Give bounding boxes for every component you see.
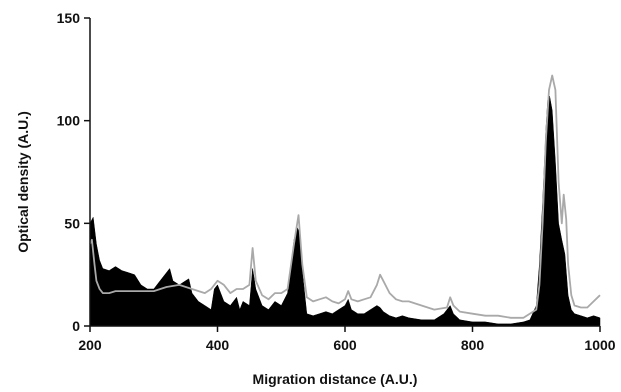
y-tick-label-150: 150 [57,10,81,26]
plot-area [89,74,601,327]
y-tick-label-0: 0 [72,318,80,334]
y-tick-label-100: 100 [57,113,81,129]
x-tick-label-400: 400 [206,337,230,353]
y-axis-ticks: 0 50 100 150 [57,10,90,334]
x-axis-ticks: 200 400 600 800 1000 [78,326,616,353]
series-2-line [89,74,601,319]
x-axis-title: Migration distance (A.U.) [253,371,418,387]
x-tick-label-200: 200 [78,337,102,353]
series-1-area [89,95,601,327]
x-tick-label-1000: 1000 [584,337,615,353]
y-tick-label-50: 50 [64,215,80,231]
x-tick-label-600: 600 [333,337,357,353]
x-tick-label-800: 800 [461,337,485,353]
y-axis-title: Optical density (A.U.) [15,111,31,253]
